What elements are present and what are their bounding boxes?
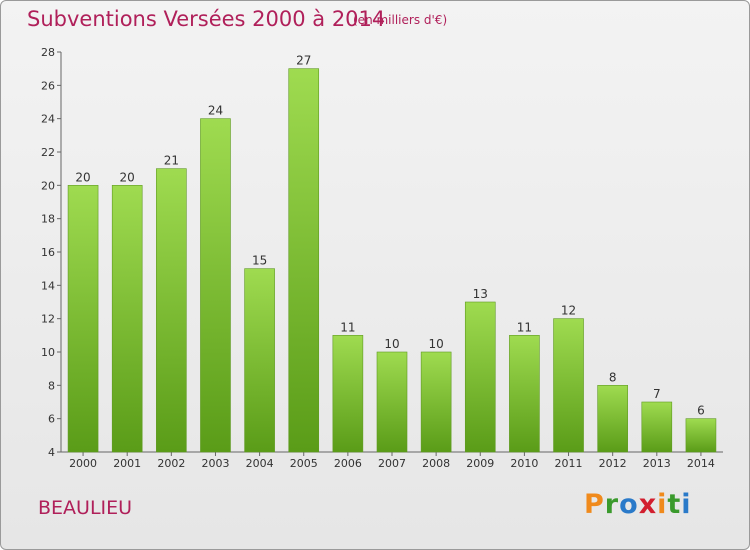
y-tick-label: 6 [48, 413, 55, 426]
x-tick-label: 2010 [510, 457, 538, 470]
bar-value-label: 11 [517, 320, 532, 334]
logo-letter: o [619, 489, 639, 520]
y-tick-label: 14 [41, 279, 55, 292]
value-labels: 20 20 21 24 15 27 11 10 10 13 11 12 8 7 6 [75, 54, 704, 418]
bar [332, 335, 364, 453]
x-tick-label: 2009 [466, 457, 494, 470]
bar-value-label: 21 [164, 154, 179, 168]
bar [553, 318, 584, 453]
commune-name: BEAULIEU [38, 497, 133, 519]
bar [288, 68, 320, 453]
bar [685, 418, 717, 453]
bar [67, 185, 99, 453]
y-tick-label: 20 [41, 179, 55, 192]
bar-value-label: 27 [296, 54, 311, 68]
logo-letter: P [584, 489, 605, 520]
axes: 4 6 8 10 12 14 16 18 20 22 24 26 28 2000 2001 2002 2003 2… [41, 46, 723, 470]
bar-value-label: 10 [428, 337, 443, 351]
logo-letter: i [657, 489, 668, 520]
chart-subtitle: (en milliers d'€) [353, 13, 448, 27]
bar [156, 168, 187, 453]
y-tick-label: 12 [41, 313, 55, 326]
bar-value-label: 8 [609, 370, 617, 384]
logo-letter: t [667, 489, 682, 520]
x-tick-label: 2002 [157, 457, 185, 470]
chart-title: Subventions Versées 2000 à 2014 [27, 7, 386, 31]
bar-value-label: 6 [697, 404, 705, 418]
x-tick-label: 2007 [378, 457, 406, 470]
bar-value-label: 10 [384, 337, 399, 351]
x-tick-label: 2008 [422, 457, 450, 470]
bar [597, 385, 628, 453]
x-tick-label: 2004 [246, 457, 274, 470]
bar-value-label: 20 [75, 170, 90, 184]
y-tick-label: 26 [41, 79, 55, 92]
proxiti-logo: Proxiti [584, 489, 692, 520]
bar-value-label: 15 [252, 254, 267, 268]
bar-value-label: 20 [120, 170, 135, 184]
y-tick-label: 22 [41, 146, 55, 159]
bar-value-label: 13 [473, 287, 488, 301]
bar-value-label: 7 [653, 387, 661, 401]
x-tick-label: 2013 [643, 457, 671, 470]
y-tick-label: 24 [41, 113, 55, 126]
x-tick-label: 2011 [555, 457, 583, 470]
bar [200, 118, 231, 453]
y-tick-label: 4 [48, 446, 55, 459]
bar [509, 335, 540, 453]
bar [641, 401, 673, 453]
x-tick-label: 2000 [69, 457, 97, 470]
bars [67, 68, 717, 453]
x-tick-label: 2001 [113, 457, 141, 470]
y-tick-label: 10 [41, 346, 55, 359]
bar [111, 185, 143, 453]
bar [244, 268, 275, 453]
bar [464, 301, 496, 453]
y-tick-label: 18 [41, 213, 55, 226]
x-tick-label: 2005 [290, 457, 318, 470]
x-tick-label: 2003 [201, 457, 229, 470]
x-tick-label: 2012 [599, 457, 627, 470]
x-tick-label: 2014 [687, 457, 715, 470]
bar-value-label: 12 [561, 304, 576, 318]
bar [376, 351, 408, 453]
y-tick-label: 8 [48, 379, 55, 392]
bar [420, 351, 452, 453]
logo-letter: r [604, 489, 620, 520]
bar-value-label: 11 [340, 320, 355, 334]
x-tick-label: 2006 [334, 457, 362, 470]
y-tick-label: 28 [41, 46, 55, 59]
logo-letter: x [638, 489, 658, 520]
y-tick-label: 16 [41, 246, 55, 259]
bar-value-label: 24 [208, 104, 223, 118]
logo-letter: i [681, 489, 692, 520]
